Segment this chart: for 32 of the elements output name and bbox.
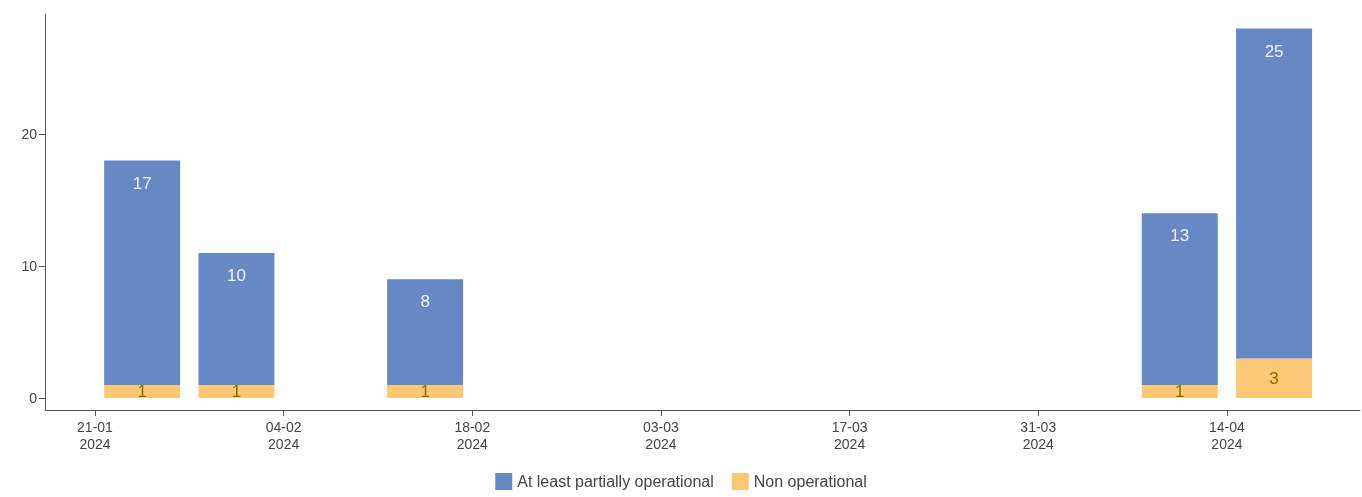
data-label: 1 xyxy=(1175,382,1185,402)
x-tick-label: 18-02 2024 xyxy=(454,418,491,452)
bar xyxy=(387,279,464,385)
bar xyxy=(1236,28,1313,359)
bar xyxy=(104,160,181,385)
legend-label: At least partially operational xyxy=(517,473,714,490)
y-tick-label: 0 xyxy=(29,390,38,407)
data-label: 13 xyxy=(1170,226,1190,246)
data-label: 3 xyxy=(1269,368,1279,388)
y-tick-label: 20 xyxy=(21,126,38,143)
data-label: 8 xyxy=(420,292,430,312)
bar xyxy=(198,252,275,385)
bar xyxy=(198,384,275,399)
x-tick-label: 14-04 2024 xyxy=(1209,418,1246,452)
data-label: 1 xyxy=(137,382,147,402)
legend-label: Non operational xyxy=(753,473,867,490)
y-tick-label: 10 xyxy=(21,258,38,275)
data-label: 1 xyxy=(231,382,242,402)
bar xyxy=(1236,358,1313,399)
data-label: 10 xyxy=(227,265,246,285)
x-tick-label: 21-01 2024 xyxy=(77,418,114,452)
data-label: 17 xyxy=(132,173,152,193)
bar xyxy=(104,384,181,399)
bar xyxy=(387,384,464,399)
bar xyxy=(1141,213,1218,385)
x-tick-label: 17-03 2024 xyxy=(831,418,868,452)
x-tick-label: 03-03 2024 xyxy=(643,418,680,452)
data-label: 1 xyxy=(420,382,430,402)
x-tick-label: 31-03 2024 xyxy=(1020,418,1057,452)
bar xyxy=(1141,384,1218,399)
x-tick-label: 04-02 2024 xyxy=(265,418,302,452)
data-label: 25 xyxy=(1264,41,1284,61)
